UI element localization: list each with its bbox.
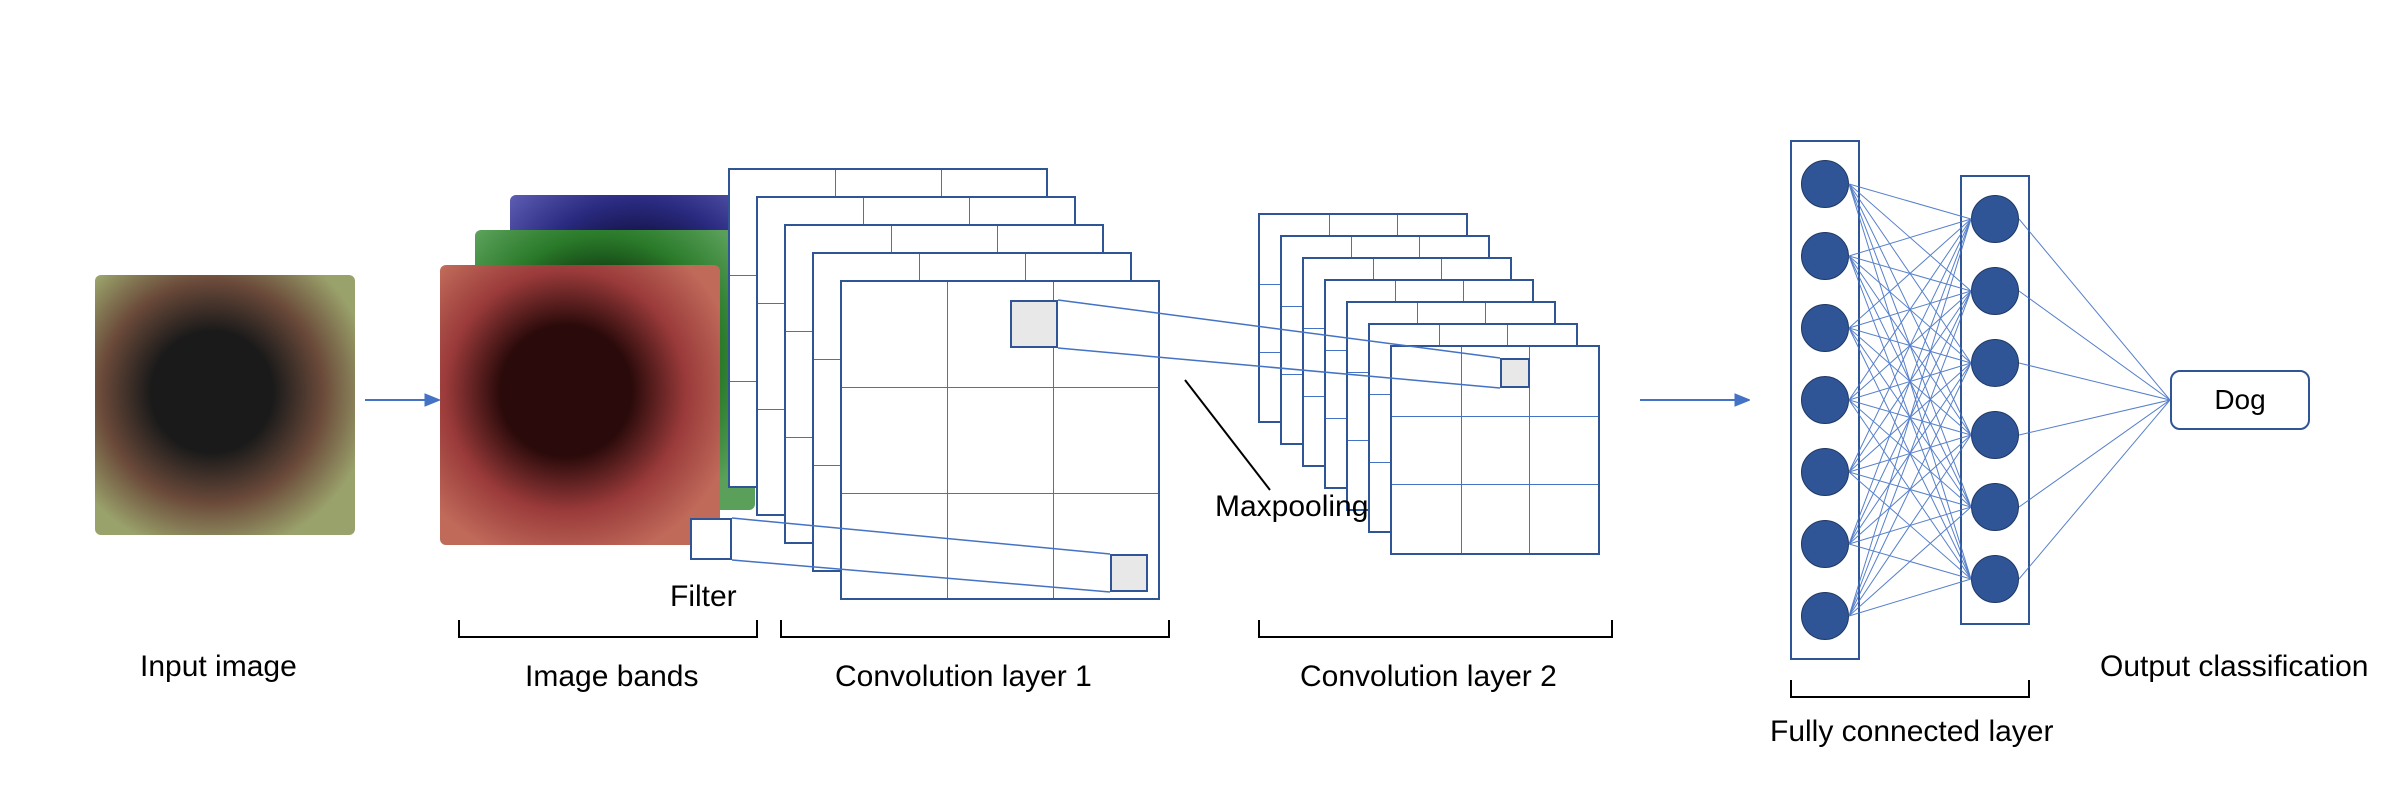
- filter-box: [690, 518, 732, 560]
- fc-node: [1801, 376, 1849, 424]
- fc-node: [1801, 520, 1849, 568]
- conv1-recep-box: [1110, 554, 1148, 592]
- label-maxpool: Maxpooling: [1215, 490, 1368, 524]
- label-fc: Fully connected layer: [1770, 715, 2053, 749]
- label-conv1: Convolution layer 1: [835, 660, 1092, 694]
- fc-node: [1971, 411, 2019, 459]
- input-image: [95, 275, 355, 535]
- fc-node: [1801, 448, 1849, 496]
- label-filter: Filter: [670, 580, 737, 614]
- arrow-input-to-bands: [365, 390, 440, 410]
- label-input-image: Input image: [140, 650, 297, 684]
- label-conv2: Convolution layer 2: [1300, 660, 1557, 694]
- brace-conv1: [780, 620, 1170, 638]
- fc-node: [1971, 267, 2019, 315]
- output-class-box: Dog: [2170, 370, 2310, 430]
- label-image-bands: Image bands: [525, 660, 698, 694]
- band-red: [440, 265, 720, 545]
- brace-conv2: [1258, 620, 1613, 638]
- fc-node: [1971, 339, 2019, 387]
- conv1-feature-box: [1010, 300, 1058, 348]
- fc-node: [1801, 592, 1849, 640]
- fc-node: [1971, 555, 2019, 603]
- fc-node: [1801, 304, 1849, 352]
- fc-node: [1801, 232, 1849, 280]
- brace-bands: [458, 620, 758, 638]
- fc-node: [1971, 483, 2019, 531]
- conv2-feature-box: [1500, 358, 1530, 388]
- brace-fc: [1790, 680, 2030, 698]
- fc-node: [1801, 160, 1849, 208]
- label-output: Output classification: [2100, 650, 2368, 684]
- fc-node: [1971, 195, 2019, 243]
- conv2-plane-1: [1390, 345, 1600, 555]
- arrow-conv-to-fc: [1640, 390, 1750, 410]
- conv1-plane-1: [840, 280, 1160, 600]
- output-class-label: Dog: [2214, 384, 2265, 416]
